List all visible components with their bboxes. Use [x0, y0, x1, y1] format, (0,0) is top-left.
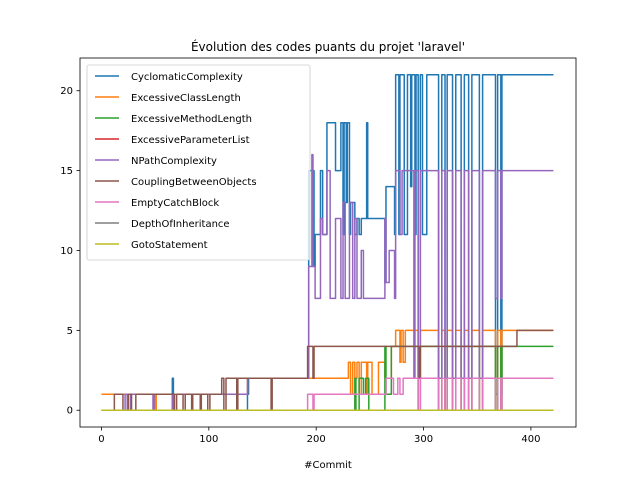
- legend: CyclomaticComplexity ExcessiveClassLength…: [86, 64, 311, 261]
- y-tick-label: 0: [67, 406, 73, 417]
- legend-label: EmptyCatchBlock: [131, 198, 219, 209]
- x-tick-label: 300: [414, 434, 433, 445]
- legend-label: NPathComplexity: [131, 156, 217, 167]
- plot-frame: [79, 57, 577, 428]
- legend-label: ExcessiveMethodLength: [131, 114, 252, 125]
- y-tick-label: 20: [60, 86, 73, 97]
- x-tick-label: 200: [307, 434, 326, 445]
- legend-box: [86, 64, 311, 261]
- x-axis-label: #Commit: [304, 460, 352, 471]
- y-tick-label: 10: [60, 246, 73, 257]
- legend-label: DepthOfInheritance: [131, 219, 230, 230]
- legend-label: CyclomaticComplexity: [131, 72, 243, 83]
- legend-label: CouplingBetweenObjects: [131, 177, 257, 188]
- series-layer: [101, 74, 554, 411]
- x-tick-label: 0: [98, 434, 104, 445]
- chart-title: Évolution des codes puants du projet 'la…: [191, 39, 465, 54]
- series-line-npathcomplexity: [101, 153, 554, 411]
- x-tick-label: 100: [199, 434, 218, 445]
- x-axis-ticks: 0 100 200 300 400: [98, 427, 540, 445]
- y-tick-label: 5: [67, 326, 73, 337]
- legend-label: ExcessiveClassLength: [131, 93, 241, 104]
- legend-label: GotoStatement: [131, 240, 208, 251]
- y-axis-ticks: 0 5 10 15 20: [60, 86, 80, 417]
- x-tick-label: 400: [521, 434, 540, 445]
- legend-label: ExcessiveParameterList: [131, 135, 250, 146]
- y-tick-label: 15: [60, 166, 73, 177]
